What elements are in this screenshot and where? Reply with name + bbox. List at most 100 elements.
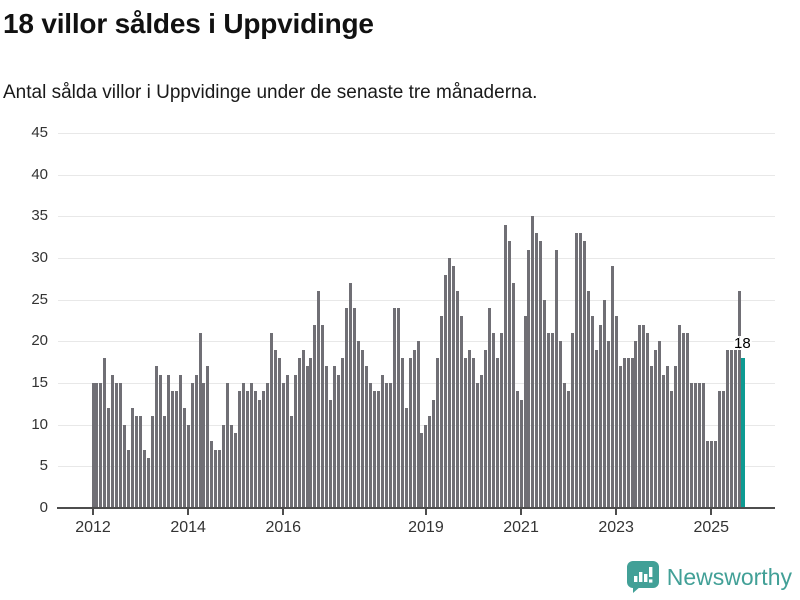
bar — [313, 324, 317, 508]
bar — [269, 333, 273, 508]
bar — [662, 374, 666, 508]
x-axis-label-2012: 2012 — [75, 519, 111, 536]
bar — [194, 374, 198, 508]
newsworthy-logo-text: Newsworthy — [666, 563, 792, 590]
bar — [523, 316, 527, 508]
bar — [202, 383, 206, 508]
bar — [594, 349, 598, 508]
bar — [412, 349, 416, 508]
chart-subtitle: Antal sålda villor i Uppvidinge under de… — [3, 82, 538, 103]
bar — [491, 333, 495, 508]
bar — [218, 449, 222, 508]
bar — [713, 441, 717, 508]
bar — [337, 374, 341, 508]
gridline-40 — [58, 174, 775, 176]
bar — [543, 299, 547, 508]
bar — [404, 408, 408, 508]
bar — [559, 341, 563, 508]
y-axis-label-0: 0 — [39, 499, 48, 516]
bar — [717, 391, 721, 508]
y-axis-label-45: 45 — [31, 124, 48, 141]
bar — [436, 358, 440, 508]
bar — [210, 441, 214, 508]
bar — [376, 391, 380, 508]
bar — [416, 341, 420, 508]
bar — [333, 366, 337, 508]
bar — [321, 324, 325, 508]
bar — [424, 424, 428, 508]
bar — [103, 358, 107, 508]
bar — [725, 349, 729, 508]
gridline-35 — [58, 216, 775, 218]
bar — [567, 391, 571, 508]
bar — [471, 358, 475, 508]
x-axis-label-2025: 2025 — [693, 519, 730, 536]
highlight-value-label: 18 — [734, 335, 751, 352]
y-axis-label-5: 5 — [39, 457, 48, 475]
bar — [582, 241, 586, 508]
x-axis-tick-2025 — [710, 509, 713, 515]
bar — [146, 458, 150, 508]
x-axis-tick-2021 — [520, 509, 523, 515]
bar — [654, 349, 658, 508]
bar — [701, 383, 705, 508]
y-axis-label-40: 40 — [31, 165, 48, 183]
bar — [206, 366, 210, 508]
bar — [468, 349, 472, 508]
x-axis-label-2019: 2019 — [408, 519, 444, 536]
bar — [131, 408, 135, 508]
bar — [475, 383, 479, 508]
x-axis-tick-2016 — [282, 509, 285, 515]
y-axis-label-25: 25 — [31, 290, 48, 308]
bar — [396, 308, 400, 508]
bar — [250, 383, 254, 508]
bar — [198, 333, 202, 508]
bar — [622, 358, 626, 508]
bar — [123, 424, 127, 508]
bar — [705, 441, 709, 508]
bar — [483, 349, 487, 508]
bar — [329, 399, 333, 508]
bar — [598, 324, 602, 508]
bar — [182, 408, 186, 508]
x-axis-tick-2023 — [615, 509, 618, 515]
bar — [238, 391, 242, 508]
bar — [646, 333, 650, 508]
bar — [293, 374, 297, 508]
bar — [162, 416, 166, 508]
bar — [456, 291, 460, 508]
bar — [349, 283, 353, 508]
x-axis-label-2016: 2016 — [265, 519, 302, 536]
bar — [400, 358, 404, 508]
bar — [357, 341, 361, 508]
bar — [642, 324, 646, 508]
x-axis-tick-2012 — [92, 509, 94, 515]
bar — [139, 416, 143, 508]
bar — [297, 358, 301, 508]
bar — [281, 383, 285, 508]
bar — [95, 383, 99, 508]
bar — [317, 291, 321, 508]
bar — [575, 233, 579, 508]
bar — [547, 333, 551, 508]
newsworthy-logo-icon — [626, 561, 659, 593]
bar — [372, 391, 376, 508]
bar — [507, 241, 511, 508]
bar — [527, 249, 531, 508]
x-axis-tick-2014 — [187, 509, 190, 515]
bar — [586, 291, 590, 508]
bar — [353, 308, 357, 508]
bar — [174, 391, 178, 508]
bar — [135, 416, 139, 508]
gridline-45 — [58, 133, 775, 134]
bar — [273, 349, 277, 508]
bar — [186, 424, 190, 508]
gridline-25 — [58, 299, 775, 301]
bar — [214, 449, 218, 508]
bar — [693, 383, 697, 508]
bar — [428, 416, 432, 508]
bar — [737, 291, 741, 508]
bar — [614, 316, 618, 508]
bar — [127, 449, 131, 508]
